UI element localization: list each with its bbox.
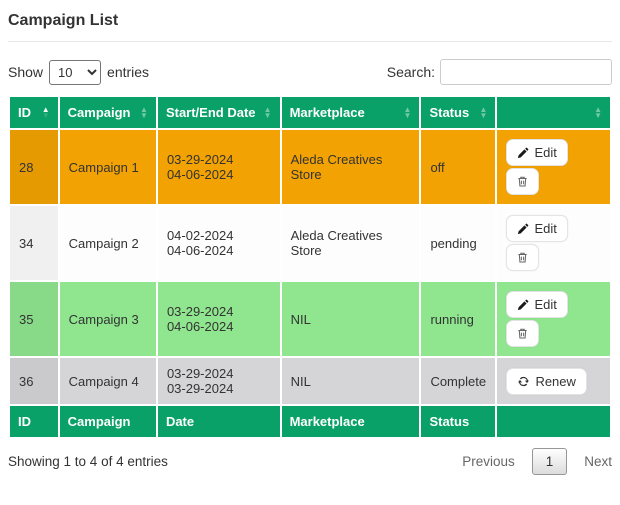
show-label: Show: [8, 64, 44, 80]
cell-status: off: [430, 159, 445, 175]
column-header-id[interactable]: ID ▲ ▼: [10, 97, 58, 128]
search-label: Search:: [386, 64, 435, 80]
cell-marketplace: Aleda Creatives Store: [290, 152, 383, 182]
cell-campaign: Campaign 2: [68, 235, 139, 251]
column-header-actions[interactable]: ▲ ▼: [497, 97, 610, 128]
cell-id: 36: [10, 358, 58, 404]
edit-button[interactable]: Edit: [506, 139, 568, 166]
table-header-row: ID ▲ ▼ Campaign ▲ ▼ Start/End Date ▲ ▼ Mark…: [10, 97, 610, 128]
trash-icon: [516, 327, 529, 340]
cell-campaign: Campaign 4: [68, 373, 139, 389]
cell-marketplace: NIL: [290, 373, 311, 389]
pencil-icon: [517, 147, 529, 159]
cell-actions: Edit: [497, 206, 610, 280]
trash-icon: [516, 251, 529, 264]
footer-header-id: ID: [10, 406, 58, 437]
cell-date: 04-02-2024 04-06-2024: [166, 228, 234, 258]
sort-asc-icon: ▲ ▼: [41, 104, 50, 120]
footer-header-status: Status: [421, 406, 496, 437]
sort-both-icon: ▲ ▼: [403, 104, 412, 120]
cell-status: Complete: [430, 373, 487, 389]
table-row: 36 Campaign 4 03-29-2024 03-29-2024 NIL …: [10, 358, 610, 404]
footer-header-campaign: Campaign: [59, 406, 156, 437]
table-footer-row: ID Campaign Date Marketplace Status: [10, 406, 610, 437]
cell-date: 03-29-2024 04-06-2024: [166, 152, 234, 182]
campaign-table: ID ▲ ▼ Campaign ▲ ▼ Start/End Date ▲ ▼ Mark…: [8, 95, 612, 439]
cell-actions: Renew: [497, 358, 610, 404]
cell-marketplace: Aleda Creatives Store: [290, 228, 383, 258]
column-header-date[interactable]: Start/End Date ▲ ▼: [157, 97, 280, 128]
sort-both-icon: ▲ ▼: [479, 104, 488, 120]
footer-header-date: Date: [157, 406, 280, 437]
table-row: 28 Campaign 1 03-29-2024 04-06-2024 Aled…: [10, 130, 610, 204]
cell-actions: Edit: [497, 130, 610, 204]
cell-date: 03-29-2024 04-06-2024: [166, 304, 234, 334]
column-header-marketplace[interactable]: Marketplace ▲ ▼: [281, 97, 420, 128]
cell-date: 03-29-2024 03-29-2024: [166, 366, 234, 396]
pencil-icon: [517, 223, 529, 235]
pagination: Previous 1 Next: [462, 448, 612, 475]
table-controls: Show 10 entries Search:: [8, 59, 612, 85]
previous-page-button[interactable]: Previous: [462, 454, 515, 469]
title-divider: [8, 41, 612, 42]
sort-both-icon: ▲ ▼: [140, 104, 148, 120]
page-length-control: Show 10 entries: [8, 59, 150, 85]
sort-both-icon: ▲ ▼: [594, 104, 602, 120]
cell-status: pending: [430, 235, 477, 251]
entries-label: entries: [107, 64, 150, 80]
page-length-select[interactable]: 10: [49, 59, 102, 85]
column-header-status[interactable]: Status ▲ ▼: [421, 97, 496, 128]
cell-id: 34: [10, 206, 58, 280]
edit-button[interactable]: Edit: [506, 215, 568, 242]
delete-button[interactable]: [506, 168, 540, 195]
footer-header-actions: [497, 406, 610, 437]
edit-button[interactable]: Edit: [506, 291, 568, 318]
column-header-campaign[interactable]: Campaign ▲ ▼: [59, 97, 156, 128]
cell-id: 28: [10, 130, 58, 204]
search-control: Search:: [387, 59, 612, 85]
delete-button[interactable]: [506, 320, 540, 347]
table-row: 34 Campaign 2 04-02-2024 04-06-2024 Aled…: [10, 206, 610, 280]
cell-marketplace: NIL: [290, 311, 311, 327]
search-input[interactable]: [440, 59, 612, 85]
renew-button[interactable]: Renew: [506, 367, 587, 395]
next-page-button[interactable]: Next: [584, 454, 612, 469]
delete-button[interactable]: [506, 244, 540, 271]
cell-campaign: Campaign 1: [68, 159, 139, 175]
refresh-icon: [517, 375, 530, 388]
cell-status: running: [430, 311, 474, 327]
cell-id: 35: [10, 282, 58, 356]
table-row: 35 Campaign 3 03-29-2024 04-06-2024 NIL …: [10, 282, 610, 356]
current-page-button[interactable]: 1: [531, 448, 568, 475]
cell-campaign: Campaign 3: [68, 311, 139, 327]
cell-actions: Edit: [497, 282, 610, 356]
table-info-bar: Showing 1 to 4 of 4 entries Previous 1 N…: [8, 448, 612, 475]
page-title: Campaign List: [8, 12, 119, 29]
footer-header-marketplace: Marketplace: [281, 406, 420, 437]
entries-summary: Showing 1 to 4 of 4 entries: [8, 454, 168, 469]
trash-icon: [516, 175, 529, 188]
pencil-icon: [517, 299, 529, 311]
sort-both-icon: ▲ ▼: [263, 104, 272, 120]
